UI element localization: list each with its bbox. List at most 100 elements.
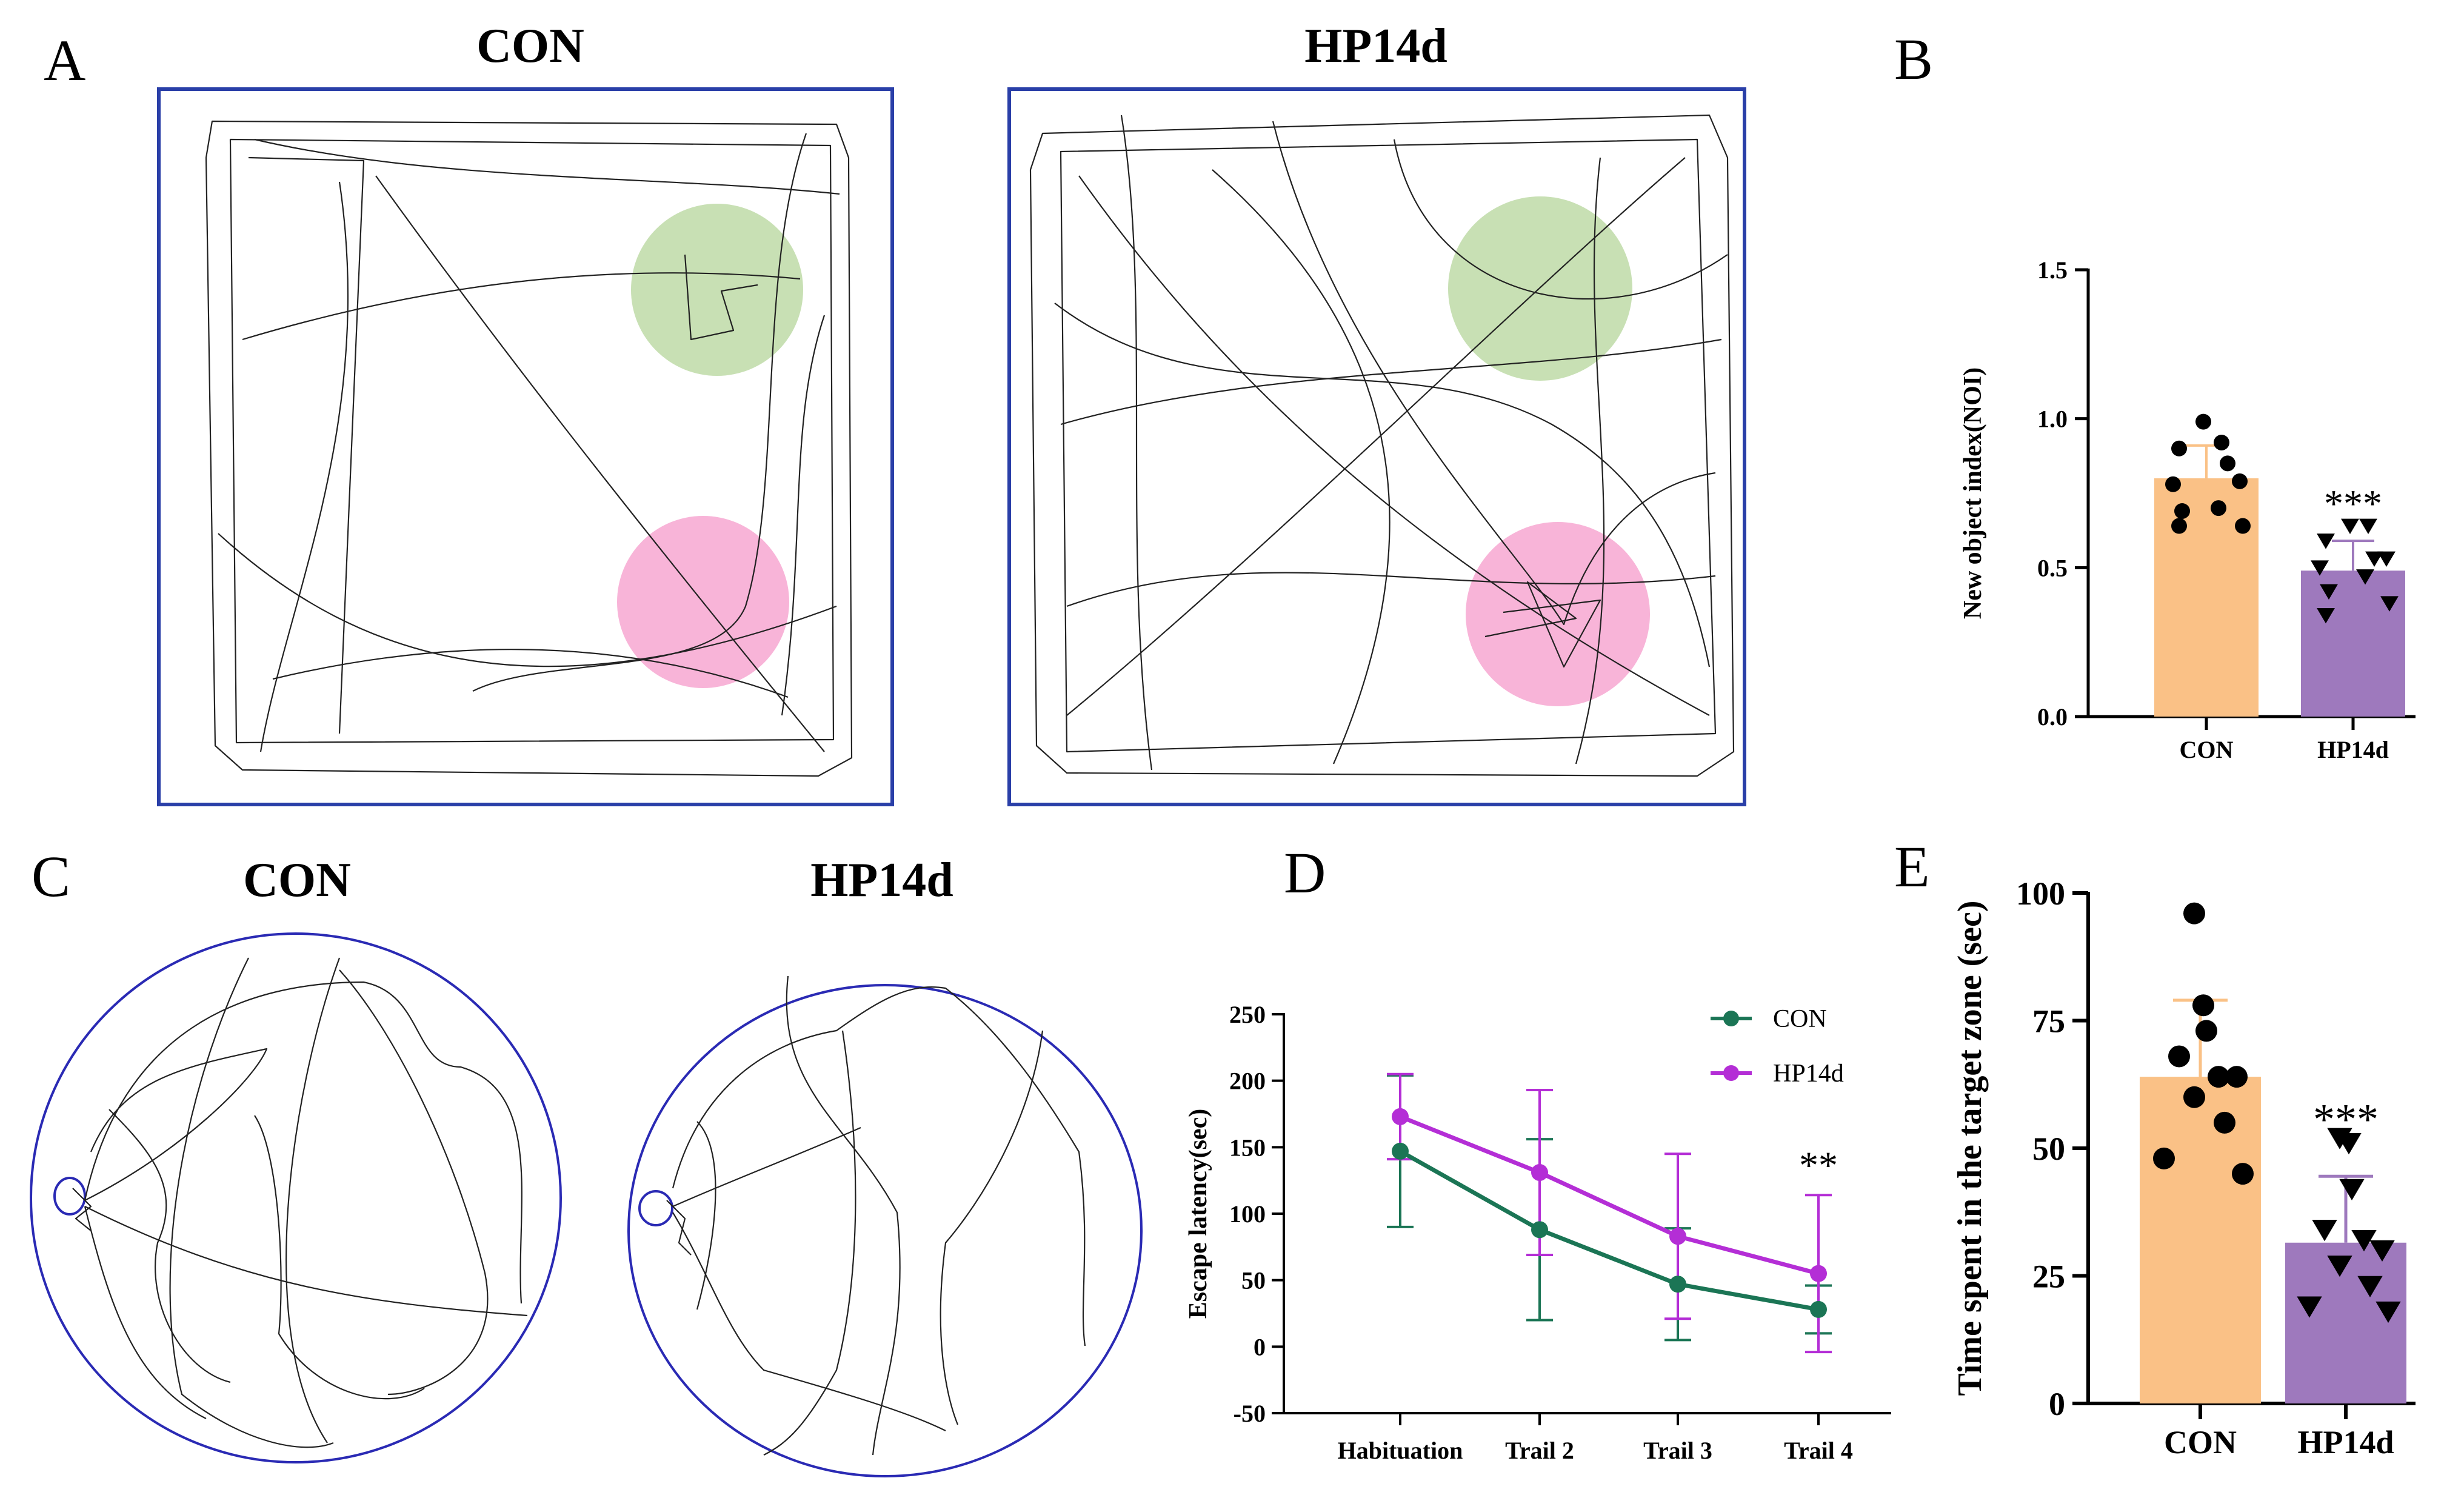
y-tick-label: 0.5 — [2037, 554, 2068, 581]
data-point-con — [2214, 1111, 2235, 1134]
data-point-con — [2183, 902, 2205, 925]
data-point-con — [2183, 1086, 2205, 1108]
data-point-con — [2226, 1066, 2248, 1088]
data-point-con — [1392, 1142, 1409, 1160]
data-point-hp14d — [1531, 1164, 1548, 1182]
y-tick-label: 100 — [2016, 875, 2065, 912]
data-point-con — [2232, 473, 2248, 489]
data-point-con — [2235, 518, 2251, 534]
x-tick-label-hp14d: HP14d — [2317, 736, 2389, 763]
panel-a-title-hp14d: HP14d — [1304, 19, 1447, 73]
data-point-hp14d — [2312, 1220, 2337, 1242]
data-point-con — [2171, 440, 2187, 457]
y-tick-label: 200 — [1229, 1068, 1266, 1095]
data-point-hp14d — [2351, 1230, 2377, 1252]
data-point-con — [2165, 476, 2181, 492]
data-point-hp14d — [2339, 1179, 2365, 1200]
data-point-con — [2214, 434, 2229, 450]
significance-marker: *** — [2324, 482, 2382, 525]
data-point-con — [2195, 1020, 2217, 1042]
legend-label-hp14d: HP14d — [1773, 1060, 1844, 1088]
arena-border — [1007, 87, 1746, 806]
y-tick-label: 100 — [1229, 1200, 1266, 1228]
data-point-hp14d — [2359, 518, 2377, 535]
data-point-hp14d — [1669, 1228, 1686, 1245]
legend-marker-hp14d — [1723, 1065, 1739, 1081]
data-point-hp14d — [2320, 584, 2338, 600]
y-tick-label: 50 — [2032, 1131, 2065, 1167]
chart-b: 0.0 0.5 1.0 1.5 New object index(NOI) CON H… — [1959, 256, 2416, 763]
panel-label-c: C — [32, 844, 70, 909]
legend-marker-con — [1723, 1011, 1739, 1026]
panel-a-arena-hp14d — [1007, 87, 1746, 806]
swim-track — [666, 975, 1086, 1456]
bar-con — [2154, 478, 2259, 717]
data-point-hp14d — [1392, 1108, 1409, 1125]
data-point-hp14d — [2377, 551, 2396, 567]
panel-c-title-hp14d: HP14d — [810, 854, 953, 907]
data-point-con — [2168, 1045, 2190, 1068]
data-point-con — [2153, 1147, 2175, 1169]
data-point-con — [2211, 500, 2226, 517]
y-tick-label: 150 — [1229, 1134, 1266, 1161]
platform-target — [53, 1177, 86, 1216]
data-point-hp14d — [2376, 1301, 2401, 1323]
data-point-hp14d — [2341, 518, 2359, 535]
data-point-hp14d — [2369, 1240, 2395, 1262]
data-point-con — [2232, 1163, 2254, 1185]
y-tick-label: 25 — [2032, 1258, 2065, 1294]
y-axis-label: Escape latency(sec) — [1184, 1109, 1212, 1319]
x-tick-label-habituation: Habituation — [1338, 1437, 1463, 1464]
y-tick-label: 0 — [2049, 1386, 2065, 1422]
data-point-hp14d — [2336, 1133, 2362, 1155]
significance-marker: ** — [1799, 1143, 1838, 1186]
y-tick-label: 75 — [2032, 1003, 2065, 1039]
y-tick-label: 1.5 — [2037, 256, 2068, 284]
panel-label-e: E — [1894, 834, 1930, 899]
panel-a-arena-con — [157, 87, 894, 806]
data-point-con — [2171, 518, 2187, 534]
pool-border — [30, 932, 562, 1463]
data-point-con — [2220, 455, 2235, 472]
data-point-con — [2174, 503, 2190, 519]
y-tick-label: 50 — [1241, 1267, 1266, 1294]
series-line-hp14d — [1399, 1114, 1819, 1276]
new-object-zone — [1448, 196, 1632, 381]
panel-label-d: D — [1284, 840, 1326, 905]
y-tick-label: 0.0 — [2037, 703, 2068, 731]
movement-track — [205, 120, 853, 777]
x-tick-label-hp14d: HP14d — [2297, 1424, 2394, 1460]
y-tick-label: 1.0 — [2037, 406, 2068, 433]
data-point-hp14d — [2365, 551, 2383, 567]
legend: CON HP14d — [1711, 1005, 1844, 1088]
data-point-hp14d — [2317, 607, 2335, 624]
arena-border — [157, 87, 894, 806]
data-point-hp14d — [2311, 560, 2329, 576]
data-point-hp14d — [2327, 1256, 2352, 1277]
data-point-con — [1810, 1300, 1827, 1318]
panel-label-a: A — [44, 28, 85, 93]
data-point-hp14d — [2380, 596, 2399, 612]
panel-c-pool-con — [30, 932, 562, 1463]
series-line-con — [1399, 1149, 1819, 1312]
data-point-con — [1669, 1276, 1686, 1293]
legend-label-con: CON — [1773, 1005, 1827, 1033]
data-point-con — [2192, 994, 2214, 1017]
y-axis-label: Time spent in the target zone (sec) — [1951, 900, 1989, 1396]
pool-border — [627, 984, 1143, 1477]
new-object-zone — [631, 204, 803, 376]
platform-target — [638, 1190, 673, 1226]
panel-label-b: B — [1894, 27, 1933, 92]
data-point-hp14d — [2297, 1296, 2322, 1318]
y-axis-label: New object index(NOI) — [1959, 367, 1987, 619]
data-point-con — [1531, 1221, 1548, 1239]
x-tick-label-trail-4: Trail 4 — [1784, 1437, 1853, 1464]
y-tick-label: -50 — [1234, 1400, 1266, 1427]
x-tick-label-trail-3: Trail 3 — [1643, 1437, 1712, 1464]
x-tick-label-con: CON — [2164, 1424, 2237, 1460]
data-point-hp14d — [2356, 569, 2374, 585]
data-point-hp14d — [2357, 1276, 2383, 1297]
y-tick-label: 0 — [1254, 1333, 1266, 1360]
panel-c-title-con: CON — [243, 854, 351, 907]
